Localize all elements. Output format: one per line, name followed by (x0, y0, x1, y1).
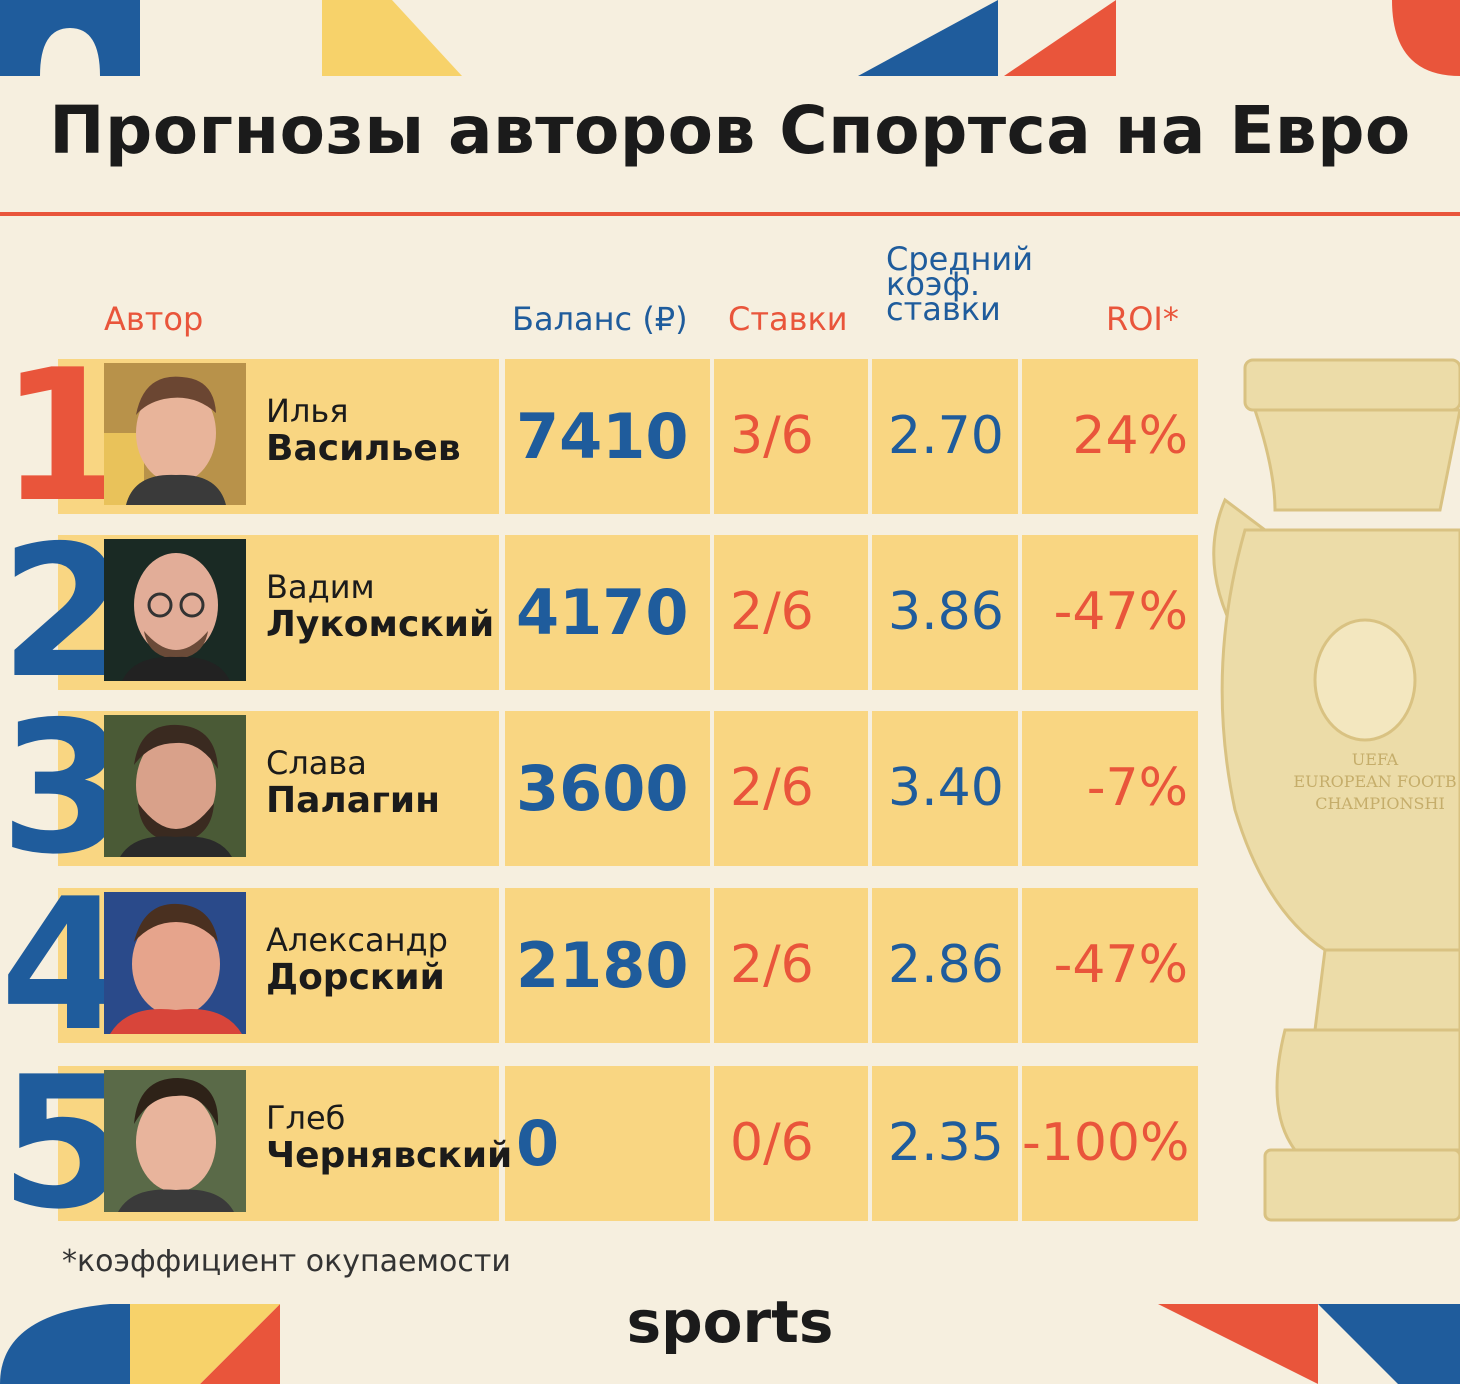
decor-top-right (858, 0, 1116, 76)
balance-cell (505, 711, 710, 866)
rank-number: 3 (0, 682, 127, 894)
decor-bottom-right (1158, 1304, 1460, 1384)
roi-cell (1022, 888, 1198, 1043)
decor-top-corner (1392, 0, 1460, 76)
header-roi: ROI* (1106, 300, 1179, 338)
page-title: Прогнозы авторов Спортса на Евро (49, 92, 1411, 169)
balance-value: 0 (516, 1107, 560, 1180)
balance-cell (505, 888, 710, 1043)
bets-cell (714, 888, 868, 1043)
balance-cell (505, 535, 710, 690)
trophy-text-3: CHAMPIONSHI (1315, 794, 1445, 813)
author-name: Слава Палагин (266, 745, 440, 821)
author-last-name: Васильев (266, 428, 461, 469)
footnote: *коэффициент окупаемости (62, 1244, 511, 1279)
roi-value: 24% (1072, 406, 1188, 466)
author-first-name: Слава (266, 744, 367, 782)
roi-cell (1022, 535, 1198, 690)
roi-cell (1022, 1066, 1198, 1221)
avatar (104, 1070, 246, 1212)
roi-cell (1022, 359, 1198, 514)
coef-value: 2.86 (888, 935, 1004, 995)
bets-cell (714, 535, 868, 690)
header-author: Автор (104, 300, 204, 338)
coef-cell (872, 359, 1018, 514)
balance-cell (505, 1066, 710, 1221)
coef-cell (872, 711, 1018, 866)
table-row: 2 Вадим Лукомский 4170 2/6 3.86 -47% (0, 521, 1198, 703)
decor-top-yellow (322, 0, 462, 76)
coef-cell (872, 535, 1018, 690)
bets-value: 3/6 (730, 406, 814, 466)
author-first-name: Вадим (266, 568, 375, 606)
header-coef-line1: Средний (886, 240, 1033, 278)
avatar (104, 539, 246, 681)
coef-cell (872, 888, 1018, 1043)
bets-value: 0/6 (730, 1113, 814, 1173)
rank-number: 1 (0, 330, 127, 542)
bets-cell (714, 1066, 868, 1221)
balance-cell (505, 359, 710, 514)
trophy-image: UEFA EUROPEAN FOOTB CHAMPIONSHI (1212, 358, 1460, 1222)
coef-value: 2.70 (888, 406, 1004, 466)
author-first-name: Илья (266, 392, 349, 430)
trophy-text-1: UEFA (1352, 750, 1399, 769)
roi-value: -100% (1022, 1113, 1190, 1173)
author-last-name: Лукомский (266, 604, 495, 645)
author-first-name: Глеб (266, 1099, 346, 1137)
avatar (104, 892, 246, 1034)
balance-value: 4170 (516, 576, 689, 649)
bets-value: 2/6 (730, 758, 814, 818)
author-name: Илья Васильев (266, 393, 461, 469)
table-row: 4 Александр Дорский 2180 2/6 2.86 -47% (0, 874, 1198, 1056)
table-row: 1 Илья Васильев 7410 3/6 2.70 24% (0, 345, 1198, 527)
bets-value: 2/6 (730, 582, 814, 642)
author-name: Александр Дорский (266, 922, 448, 998)
table-row: 3 Слава Палагин 3600 2/6 3.40 -7% (0, 697, 1198, 879)
sports-logo: sports (626, 1288, 834, 1356)
bets-value: 2/6 (730, 935, 814, 995)
rank-number: 4 (0, 859, 127, 1071)
coef-value: 3.86 (888, 582, 1004, 642)
header-coef: Средний коэф. ставки (886, 240, 1033, 328)
roi-cell (1022, 711, 1198, 866)
rank-number: 2 (0, 506, 127, 718)
table-row: 5 Глеб Чернявский 0 0/6 2.35 -100% (0, 1052, 1198, 1234)
roi-value: -7% (1086, 758, 1188, 818)
title-divider (0, 212, 1460, 216)
balance-value: 3600 (516, 752, 689, 825)
author-name: Вадим Лукомский (266, 569, 494, 645)
coef-cell (872, 1066, 1018, 1221)
balance-value: 2180 (516, 929, 689, 1002)
coef-value: 2.35 (888, 1113, 1004, 1173)
author-last-name: Чернявский (266, 1135, 513, 1176)
avatar (104, 363, 246, 505)
header-coef-line3: ставки (886, 290, 1001, 328)
trophy-text-2: EUROPEAN FOOTB (1293, 772, 1456, 791)
decor-top-left (0, 0, 140, 76)
roi-value: -47% (1053, 582, 1188, 642)
avatar (104, 715, 246, 857)
header-balance: Баланс (₽) (512, 300, 688, 338)
balance-value: 7410 (516, 400, 689, 473)
author-last-name: Дорский (266, 957, 445, 998)
header-bets: Ставки (728, 300, 848, 338)
author-name: Глеб Чернявский (266, 1100, 512, 1176)
author-last-name: Палагин (266, 780, 440, 821)
bets-cell (714, 711, 868, 866)
coef-value: 3.40 (888, 758, 1004, 818)
decor-bottom-left (0, 1304, 280, 1384)
rank-number: 5 (0, 1037, 127, 1249)
bets-cell (714, 359, 868, 514)
roi-value: -47% (1053, 935, 1188, 995)
author-first-name: Александр (266, 921, 448, 959)
